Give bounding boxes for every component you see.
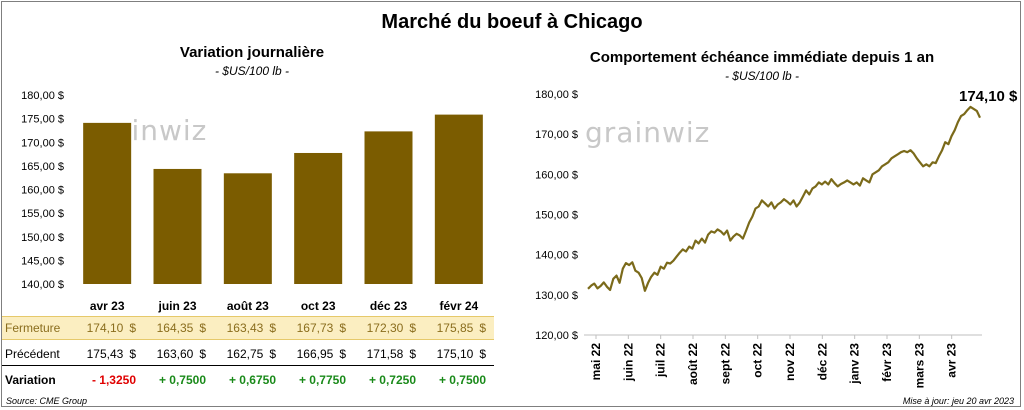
x-tick-label: oct 22 — [751, 343, 765, 378]
y-tick-label: 160,00 $ — [535, 169, 578, 181]
table-cell: 175,43 $ — [86, 346, 136, 361]
x-tick-label: août 22 — [686, 343, 700, 385]
table-cell: 172,30 $ — [366, 321, 416, 335]
right-chart-title: Comportement échéance immédiate depuis 1… — [589, 49, 935, 66]
table-row-precedent: Précédent 175,43 $ 163,60 $ 162,75 $ 166,95… — [2, 342, 494, 366]
y-tick-label: 120,00 $ — [535, 330, 578, 342]
table-cell: 174,10 $ — [86, 321, 136, 335]
x-tick-label: août 23 — [227, 299, 269, 313]
table-cell: 166,95 $ — [296, 346, 346, 361]
x-tick-label: mars 23 — [912, 343, 926, 389]
y-tick-label: 140,00 $ — [535, 250, 578, 262]
y-tick-label: 180,00 $ — [535, 89, 578, 101]
left-chart-units: - $US/100 lb - — [214, 64, 290, 78]
y-tick-label: 150,00 $ — [21, 232, 64, 244]
y-tick-label: 145,00 $ — [21, 255, 64, 267]
y-tick-label: 140,00 $ — [21, 279, 64, 291]
table-cell: 162,75 $ — [226, 346, 276, 361]
x-tick-label: févr 24 — [439, 299, 478, 313]
y-tick-label: 150,00 $ — [535, 210, 578, 222]
x-tick-label: janv 23 — [848, 343, 862, 385]
table-cell: 163,60 $ — [156, 346, 206, 361]
main-title: Marché du boeuf à Chicago — [381, 11, 643, 33]
series-line — [587, 105, 981, 292]
x-tick-label: déc 22 — [815, 343, 829, 381]
y-tick-label: 155,00 $ — [21, 208, 64, 220]
table-cell: 164,35 $ — [156, 321, 206, 335]
x-tick-label: juil 22 — [654, 343, 668, 378]
right-watermark: grainwiz — [585, 116, 711, 149]
table-cell: 163,43 $ — [226, 321, 276, 335]
row-label-precedent: Précédent — [5, 346, 60, 361]
x-tick-label: févr 23 — [880, 343, 894, 382]
table-cell: 175,10 $ — [436, 346, 486, 361]
x-tick-label: avr 23 — [945, 343, 959, 378]
x-tick-label: sept 22 — [718, 343, 732, 385]
last-value-label: 174,10 $ — [959, 88, 1018, 105]
line-chart: 120,00 $ 130,00 $ 140,00 $ 150,00 $ 160,00 $… — [535, 89, 982, 389]
table-cell-positive: + 0,7500 — [438, 373, 486, 387]
table-row-variation: Variation - 1,3250 + 0,7500 + 0,6750 + 0… — [2, 368, 494, 392]
x-tick-label: déc 23 — [370, 299, 408, 313]
row-label-fermeture: Fermeture — [5, 321, 61, 335]
bar — [83, 122, 132, 284]
x-tick-label: oct 23 — [301, 299, 336, 313]
update-note: Mise à jour: jeu 20 avr 2023 — [902, 396, 1014, 406]
bar — [223, 173, 272, 284]
bar — [294, 152, 343, 284]
right-chart-units: - $US/100 lb - — [724, 69, 800, 83]
bar — [153, 168, 202, 284]
x-tick-label: avr 23 — [90, 299, 125, 313]
x-tick-label: mai 22 — [589, 343, 603, 381]
source-note: Source: CME Group — [6, 396, 88, 406]
table-cell-positive: + 0,7250 — [368, 373, 416, 387]
table-cell: 167,73 $ — [296, 321, 346, 335]
bar — [364, 131, 413, 284]
y-tick-label: 165,00 $ — [21, 161, 64, 173]
table-cell-negative: - 1,3250 — [91, 373, 136, 387]
y-tick-label: 170,00 $ — [21, 137, 64, 149]
row-label-variation: Variation — [5, 373, 56, 387]
table-cell: 175,85 $ — [436, 321, 486, 335]
x-tick-label: juin 23 — [157, 299, 196, 313]
table-cell-positive: + 0,7500 — [158, 373, 206, 387]
x-tick-label: juin 22 — [621, 343, 635, 382]
table-cell-positive: + 0,7750 — [298, 373, 346, 387]
bar — [434, 114, 483, 284]
y-tick-label: 180,00 $ — [21, 90, 64, 102]
left-chart-title: Variation journalière — [179, 44, 325, 61]
table-cell: 171,58 $ — [366, 346, 416, 361]
y-tick-label: 170,00 $ — [535, 129, 578, 141]
table-row-fermeture: Fermeture 174,10 $ 164,35 $ 163,43 $ 167,73… — [2, 316, 494, 340]
y-tick-label: 160,00 $ — [21, 185, 64, 197]
y-tick-label: 175,00 $ — [21, 114, 64, 126]
table-cell-positive: + 0,6750 — [228, 373, 276, 387]
y-tick-label: 130,00 $ — [535, 290, 578, 302]
bar-chart: 140,00 $ 145,00 $ 150,00 $ 155,00 $ 160,00 $… — [21, 90, 483, 313]
x-tick-label: nov 22 — [783, 343, 797, 381]
